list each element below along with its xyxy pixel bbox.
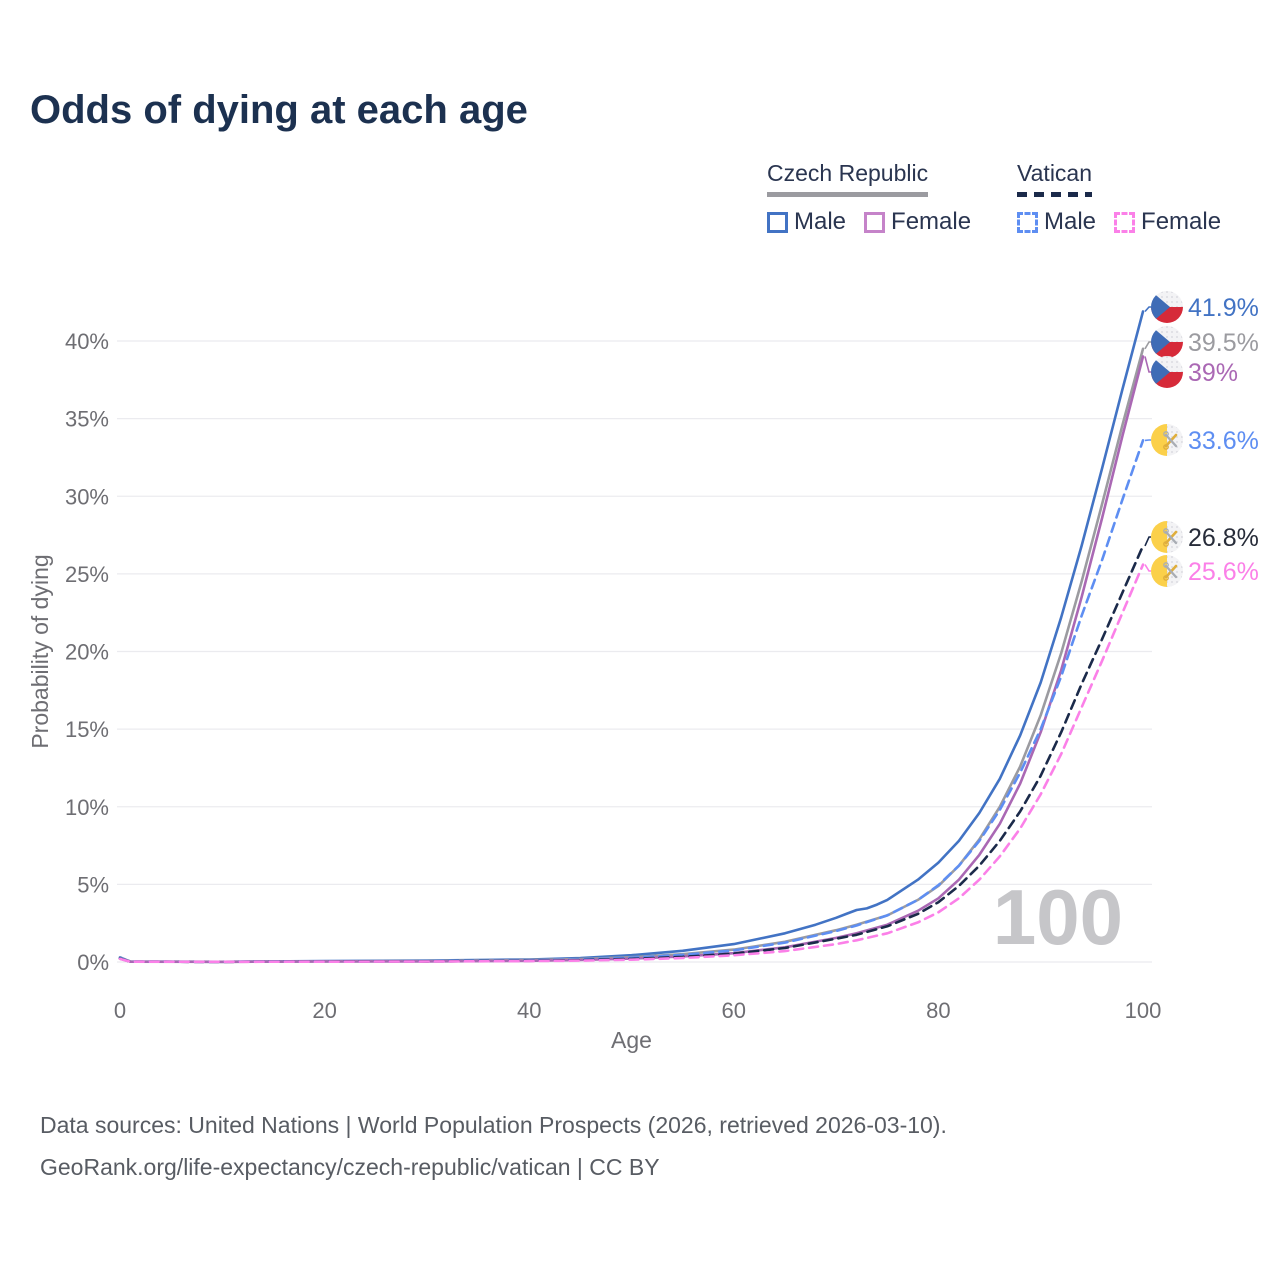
y-tick-label: 30%	[65, 484, 109, 509]
y-tick-label: 20%	[65, 640, 109, 665]
czech-female-swatch-icon	[864, 211, 886, 233]
vatican-flag-icon	[1151, 555, 1183, 587]
vatican-flag-icon	[1151, 521, 1183, 553]
end-value-label: 39%	[1188, 359, 1238, 387]
legend-country-label: Vatican	[1017, 160, 1093, 186]
page-title: Odds of dying at each age	[30, 88, 528, 132]
series-line-czech-republic-female[interactable]	[118, 355, 1145, 964]
end-value-label: 41.9%	[1188, 294, 1259, 322]
y-tick-label: 35%	[65, 407, 109, 432]
end-value-label: 33.6%	[1188, 427, 1259, 455]
footer: Data sources: United Nations | World Pop…	[40, 1104, 947, 1188]
end-label-connector	[1144, 341, 1151, 350]
czech-male-swatch-icon	[767, 211, 788, 233]
end-label-connector	[1144, 536, 1151, 547]
vatican-male-swatch-icon	[1017, 211, 1038, 233]
data-sources-text: Data sources: United Nations | World Pop…	[40, 1112, 947, 1138]
y-tick-label: 25%	[65, 562, 109, 587]
y-tick-label: 0%	[77, 950, 109, 975]
czech-line-style-sample	[767, 192, 929, 197]
attribution-link-text[interactable]: GeoRank.org/life-expectancy/czech-republ…	[40, 1154, 660, 1180]
vatican-line-style-sample	[1017, 192, 1093, 197]
czech-flag-icon	[1151, 291, 1183, 323]
end-label-connector	[1144, 306, 1151, 313]
series-line-vatican-male[interactable]	[118, 439, 1145, 964]
end-label-connector	[1144, 564, 1151, 572]
czech-flag-icon	[1151, 326, 1183, 358]
vatican-flag-icon	[1151, 424, 1183, 456]
end-value-label: 26.8%	[1188, 524, 1259, 552]
legend-item-czech-male[interactable]: Male	[767, 208, 846, 236]
legend-item-czech-female[interactable]: Female	[864, 208, 971, 236]
x-axis-title: Age	[611, 1027, 652, 1053]
legend-item-label: Male	[1044, 208, 1097, 235]
x-tick-label: 60	[722, 998, 746, 1023]
series-line-vatican-all[interactable]	[118, 544, 1145, 964]
legend-header-czech-republic[interactable]: Czech Republic	[767, 160, 929, 197]
x-tick-label: 100	[1125, 998, 1162, 1023]
legend-group-vatican: Vatican Male Female	[1017, 160, 1221, 236]
age-counter-watermark: 100	[993, 873, 1123, 961]
end-value-label: 25.6%	[1188, 558, 1259, 586]
legend-item-vatican-male[interactable]: Male	[1017, 208, 1096, 236]
czech-flag-icon	[1151, 356, 1183, 388]
legend-item-label: Female	[891, 208, 972, 235]
x-tick-label: 80	[926, 998, 950, 1023]
legend-group-czech-republic: Czech Republic Male Female	[767, 160, 971, 236]
y-tick-label: 5%	[77, 872, 109, 897]
end-label-connector	[1144, 356, 1151, 373]
legend-header-vatican[interactable]: Vatican	[1017, 160, 1093, 197]
y-tick-label: 10%	[65, 795, 109, 820]
x-tick-label: 40	[517, 998, 541, 1023]
x-tick-label: 0	[114, 998, 126, 1023]
legend-item-vatican-female[interactable]: Female	[1114, 208, 1221, 236]
legend-country-label: Czech Republic	[767, 160, 929, 186]
x-tick-label: 20	[312, 998, 336, 1023]
end-value-label: 39.5%	[1188, 329, 1259, 357]
legend-item-label: Female	[1141, 208, 1222, 235]
y-axis-title: Probability of dying	[27, 554, 53, 748]
series-line-czech-republic-male[interactable]	[118, 310, 1145, 964]
legend-item-label: Male	[794, 208, 847, 235]
vatican-female-swatch-icon	[1114, 211, 1136, 233]
y-tick-label: 40%	[65, 329, 109, 354]
series-line-vatican-female[interactable]	[118, 563, 1145, 964]
y-tick-label: 15%	[65, 717, 109, 742]
